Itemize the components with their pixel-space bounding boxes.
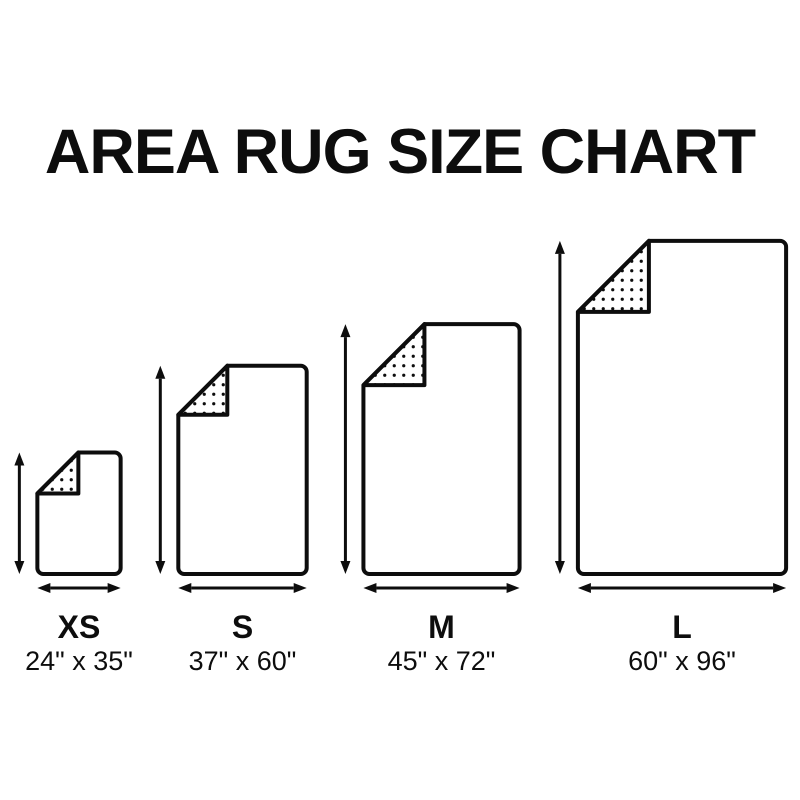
rug-m-size-label: M	[428, 609, 455, 645]
rug-l-body	[575, 238, 789, 576]
rug-s-folded-corner	[176, 363, 230, 417]
rug-group-l: L 60" x 96"	[554, 238, 789, 676]
page-title: AREA RUG SIZE CHART	[44, 117, 756, 187]
rug-s-dimensions-label: 37" x 60"	[189, 646, 297, 676]
rug-m-dimensions-label: 45" x 72"	[388, 646, 496, 676]
rug-xs-dimensions-label: 24" x 35"	[25, 646, 133, 676]
rug-s-body	[176, 363, 309, 576]
rug-group-s: S 37" x 60"	[155, 363, 309, 676]
rug-group-xs: XS 24" x 35"	[14, 450, 133, 676]
rug-m-folded-corner	[361, 322, 427, 388]
rug-l-dimensions-label: 60" x 96"	[628, 646, 736, 676]
rug-l-size-label: L	[672, 609, 692, 645]
rug-xs-folded-corner	[35, 450, 81, 496]
rug-group-m: M 45" x 72"	[340, 322, 522, 676]
rug-l-folded-corner	[575, 238, 651, 314]
rug-xs-size-label: XS	[58, 609, 101, 645]
rug-s-size-label: S	[232, 609, 253, 645]
